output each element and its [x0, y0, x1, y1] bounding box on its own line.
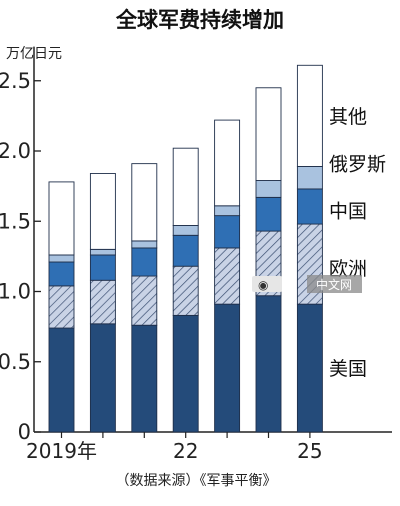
bar-segment-2019-3	[48, 254, 75, 263]
x-tick-label: 22	[173, 439, 198, 463]
bar-segment-2023-0	[214, 303, 241, 433]
bar-segment-2019-1	[48, 285, 75, 329]
plot-area: 0 0.5 1.0 1.5 2.0 2.5 2019年 22 25	[0, 46, 392, 463]
legend-label-1: 欧洲	[329, 258, 367, 280]
bar-segment-2019-4	[48, 181, 75, 256]
bar-segment-2019-2	[48, 261, 75, 287]
bar-segment-2020-2	[89, 254, 116, 281]
svg-text:◉: ◉	[258, 278, 268, 292]
y-tick-label: 0.5	[0, 350, 31, 374]
y-tick-label: 0	[18, 420, 31, 444]
bar-segment-2021-0	[131, 324, 158, 433]
bar-segment-2025-4	[296, 64, 323, 167]
bar-segment-2020-0	[89, 323, 116, 433]
bar-segment-2021-3	[131, 240, 158, 249]
bar-segment-2023-4	[214, 119, 241, 207]
bar-segment-2020-1	[89, 279, 116, 325]
chart-title: 全球军费持续增加	[115, 8, 284, 32]
bar-segment-2021-1	[131, 275, 158, 326]
bar-segment-2021-4	[131, 163, 158, 242]
x-tick-label: 25	[297, 439, 322, 463]
chart-source: （数据来源）《军事平衡》	[116, 473, 277, 489]
legend-label-0: 美国	[329, 358, 367, 380]
bar-segment-2023-1	[214, 247, 241, 305]
bar-segment-2020-4	[89, 173, 116, 250]
bar-segment-2022-2	[172, 234, 199, 267]
x-tick-label: 2019年	[26, 439, 97, 463]
bar-segment-2025-2	[296, 188, 323, 225]
bar-segment-2025-0	[296, 303, 323, 433]
bar-segment-2019-0	[48, 327, 75, 433]
bar-segment-2024-3	[255, 180, 282, 198]
bar-segment-2021-2	[131, 247, 158, 277]
y-tick-label: 1.5	[0, 209, 31, 233]
legend-label-3: 俄罗斯	[329, 154, 386, 176]
bar-segment-2022-1	[172, 265, 199, 316]
y-tick-label: 1.0	[0, 280, 31, 304]
bar-segment-2024-0	[255, 295, 282, 433]
bar-segment-2022-0	[172, 314, 199, 433]
bar-segment-2022-4	[172, 147, 199, 226]
bar-segment-2022-3	[172, 225, 199, 236]
legend-label-4: 其他	[329, 106, 367, 128]
watermark-text: 中文网	[316, 277, 352, 292]
bar-segment-2025-3	[296, 166, 323, 190]
legend: 美国 欧洲 中国 俄罗斯 其他	[329, 106, 386, 380]
legend-label-2: 中国	[329, 200, 367, 222]
bar-segment-2024-2	[255, 196, 282, 232]
bar-segment-2020-3	[89, 248, 116, 256]
bar-segment-2023-3	[214, 205, 241, 217]
watermark: ◉ 中文网	[252, 275, 362, 293]
y-tick-label: 2.5	[0, 69, 31, 93]
y-tick-label: 2.0	[0, 139, 31, 163]
bar-segment-2024-4	[255, 87, 282, 181]
bar-segment-2023-2	[214, 215, 241, 249]
